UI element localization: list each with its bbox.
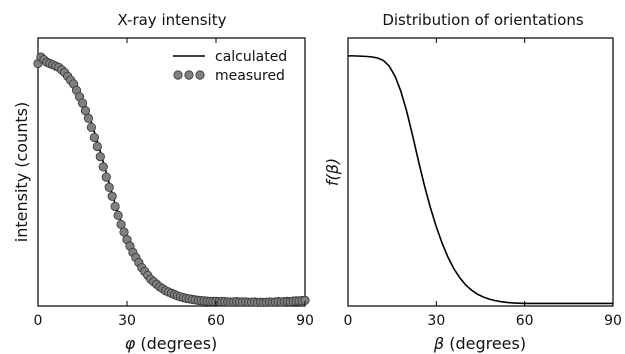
data-point-measured bbox=[83, 113, 94, 124]
panel-orientations: Distribution of orientations 0 30 60 90 β (… bbox=[323, 11, 622, 353]
data-point-measured bbox=[107, 191, 117, 201]
plot-area-xray bbox=[37, 37, 306, 307]
x-axis-label-orientations: β (degrees) bbox=[433, 334, 526, 353]
x-ticks-orientations: 0 30 60 90 bbox=[344, 38, 622, 329]
data-point-measured bbox=[119, 227, 129, 237]
x-axis-unit-orientations: (degrees) bbox=[449, 334, 526, 353]
legend-marker-measured bbox=[195, 70, 205, 80]
panel-xray: X-ray intensity 0 30 60 90 φ (degrees) inte… bbox=[12, 11, 314, 353]
x-axis-symbol-xray: φ bbox=[125, 334, 136, 353]
x-tick-label: 90 bbox=[604, 313, 622, 329]
data-point-measured bbox=[101, 172, 111, 182]
x-tick-label: 0 bbox=[34, 313, 43, 329]
data-layer-orientations bbox=[348, 55, 613, 305]
data-point-measured bbox=[80, 106, 91, 116]
x-tick-label: 60 bbox=[207, 313, 225, 329]
data-point-measured bbox=[110, 201, 120, 212]
x-tick-label: 30 bbox=[118, 313, 136, 329]
data-point-measured bbox=[95, 152, 105, 162]
data-point-measured bbox=[77, 98, 88, 108]
data-layer-xray bbox=[33, 52, 310, 308]
data-point-measured bbox=[116, 219, 126, 229]
plot-area-orientations bbox=[347, 37, 614, 307]
x-ticks-xray: 0 30 60 90 bbox=[34, 38, 314, 329]
x-tick-label: 60 bbox=[516, 313, 534, 329]
data-point-measured bbox=[92, 141, 102, 152]
data-point-measured bbox=[86, 122, 97, 132]
series-line-orientations bbox=[348, 55, 613, 305]
legend: calculated measured bbox=[173, 49, 287, 84]
y-axis-label-orientations: f(β) bbox=[323, 158, 342, 186]
x-axis-unit-xray: (degrees) bbox=[140, 334, 217, 353]
data-point-measured bbox=[113, 210, 123, 220]
chart-title-xray: X-ray intensity bbox=[118, 11, 227, 29]
data-point-measured bbox=[104, 182, 114, 192]
y-axis-label-xray: intensity (counts) bbox=[12, 102, 31, 242]
x-axis-label-xray: φ (degrees) bbox=[125, 334, 218, 353]
data-point-measured bbox=[89, 132, 99, 143]
legend-marker-measured bbox=[173, 70, 183, 80]
chart-title-orientations: Distribution of orientations bbox=[382, 11, 584, 29]
data-point-measured bbox=[98, 162, 108, 172]
x-tick-label: 90 bbox=[296, 313, 314, 329]
x-tick-label: 30 bbox=[427, 313, 445, 329]
legend-label-calculated: calculated bbox=[215, 49, 287, 65]
legend-marker-measured bbox=[184, 70, 194, 80]
x-axis-symbol-orientations: β bbox=[433, 334, 444, 353]
x-tick-label: 0 bbox=[344, 313, 353, 329]
legend-label-measured: measured bbox=[215, 68, 285, 84]
